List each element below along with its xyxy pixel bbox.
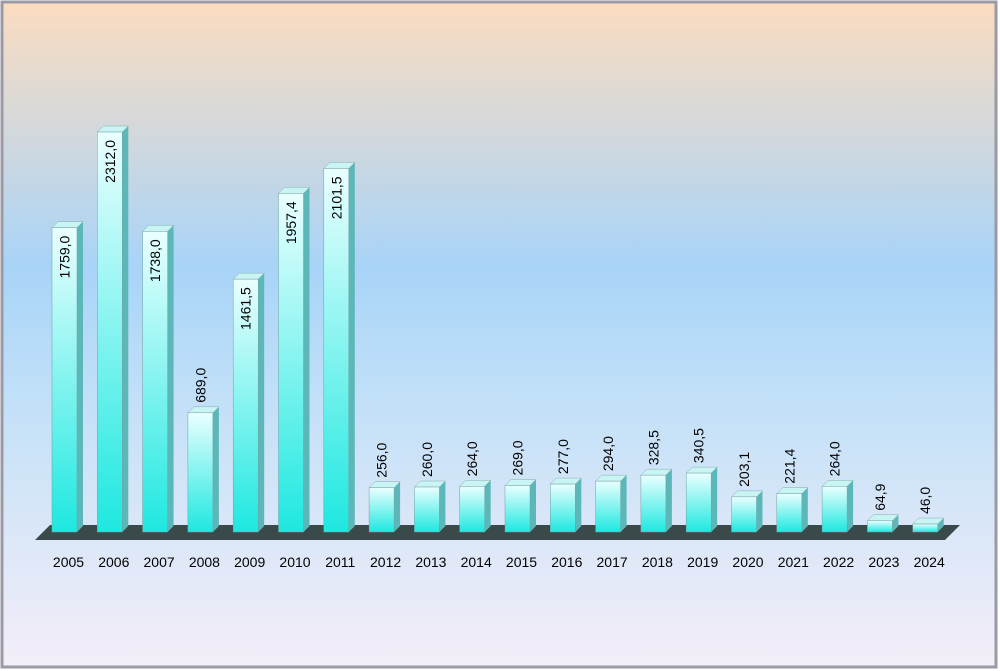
x-tick-label: 2019 — [687, 554, 718, 570]
bar — [414, 486, 440, 533]
value-label: 269,0 — [510, 440, 526, 475]
bar-side — [665, 469, 672, 532]
value-label: 264,0 — [464, 441, 480, 476]
bar — [640, 474, 667, 533]
x-tick-label: 2023 — [868, 554, 899, 570]
x-tick-label: 2020 — [732, 554, 763, 570]
bar-side — [439, 481, 446, 532]
value-label: 340,5 — [691, 428, 707, 463]
x-tick-label: 2005 — [53, 554, 84, 570]
bar — [912, 523, 938, 533]
x-tick-label: 2008 — [189, 554, 220, 570]
x-tick-label: 2021 — [778, 554, 809, 570]
value-label: 260,0 — [419, 442, 435, 477]
bar — [232, 278, 259, 533]
bar-side — [801, 487, 808, 532]
bar — [867, 520, 893, 533]
x-tick-label: 2024 — [914, 554, 945, 570]
bar — [278, 193, 304, 533]
bar-side — [892, 514, 899, 532]
bar-side — [167, 225, 174, 532]
bar-side — [303, 187, 310, 532]
value-label: 689,0 — [192, 368, 208, 403]
bar — [550, 483, 576, 533]
bar-side — [122, 126, 129, 532]
bar — [821, 486, 848, 533]
x-tick-label: 2012 — [370, 554, 401, 570]
bar — [97, 131, 123, 533]
value-label: 328,5 — [645, 430, 661, 465]
x-tick-label: 2007 — [144, 554, 175, 570]
bar-side — [258, 273, 265, 532]
x-tick-label: 2010 — [279, 554, 310, 570]
bar — [731, 496, 757, 533]
bar — [459, 486, 485, 533]
value-label: 221,4 — [781, 448, 797, 483]
bar — [51, 227, 78, 533]
plot: 1759,0 2005 2312,0 2006 1738,0 2007 689,0 2008 1… — [51, 125, 945, 570]
x-tick-label: 2022 — [823, 554, 854, 570]
bar — [595, 480, 621, 533]
value-label: 1461,5 — [238, 287, 254, 330]
value-label: 294,0 — [600, 436, 616, 471]
x-tick-label: 2014 — [461, 554, 492, 570]
bar-side — [212, 406, 219, 532]
value-label: 1738,0 — [147, 239, 163, 282]
x-tick-label: 2015 — [506, 554, 537, 570]
floor — [35, 525, 960, 540]
bar-side — [394, 481, 401, 532]
bar — [685, 472, 712, 533]
value-label: 256,0 — [374, 442, 390, 477]
bar — [142, 231, 168, 533]
value-label: 46,0 — [917, 487, 933, 514]
value-label: 277,0 — [555, 439, 571, 474]
value-label: 1759,0 — [57, 235, 73, 278]
bar-side — [530, 479, 536, 532]
x-tick-label: 2011 — [325, 554, 355, 570]
value-label: 203,1 — [736, 452, 752, 487]
bar-side — [575, 478, 582, 532]
value-label: 64,9 — [872, 483, 888, 510]
x-tick-label: 2018 — [642, 554, 673, 570]
x-tick-label: 2013 — [415, 554, 446, 570]
bar — [368, 487, 395, 533]
bar — [776, 493, 803, 533]
bar — [504, 485, 531, 533]
bar-side — [348, 162, 355, 532]
bar-side — [711, 467, 718, 532]
x-tick-label: 2006 — [98, 554, 129, 570]
x-tick-label: 2009 — [234, 554, 265, 570]
value-label: 2101,5 — [328, 176, 344, 219]
bar — [187, 412, 214, 533]
bar-side — [756, 490, 763, 532]
bar-side — [847, 480, 854, 532]
bar-side — [937, 518, 944, 532]
bar-side — [620, 475, 627, 532]
bar — [323, 168, 350, 533]
value-label: 1957,4 — [283, 201, 299, 244]
x-tick-label: 2017 — [597, 554, 628, 570]
value-label: 2312,0 — [102, 140, 118, 183]
value-label: 264,0 — [827, 441, 843, 476]
x-tick-label: 2016 — [551, 554, 582, 570]
bar-side — [484, 480, 491, 532]
bar-side — [77, 221, 83, 532]
